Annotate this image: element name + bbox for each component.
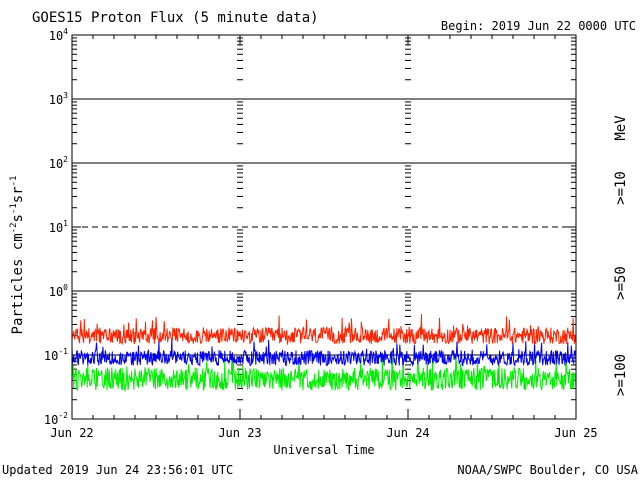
y-tick-label-1: 103 [49, 91, 68, 107]
legend-unit: MeV [613, 115, 629, 141]
chart-title: GOES15 Proton Flux (5 minute data) [32, 10, 319, 26]
series-line-2 [71, 357, 577, 393]
begin-label: Begin: 2019 Jun 22 0000 UTC [441, 19, 636, 33]
legend-ge50: >=50 [613, 266, 629, 300]
y-label-sup-3: -1 [9, 176, 19, 187]
series-line-1 [71, 337, 577, 368]
y-label-mid-2: sr [10, 186, 26, 203]
series-layer [71, 314, 577, 393]
legend-ge100: >=100 [613, 354, 629, 396]
x-tick-label-2: Jun 24 [386, 426, 429, 440]
x-tick-label-1: Jun 23 [218, 426, 261, 440]
y-tick-label-4: 100 [49, 283, 68, 299]
y-tick-label-6: 10-2 [44, 411, 68, 427]
y-label-main: Particles cm [10, 233, 26, 334]
credit-label: NOAA/SWPC Boulder, CO USA [457, 463, 638, 477]
plot-frame [71, 34, 577, 420]
y-tick-labels: 104 103 102 101 100 10-1 10-2 [44, 27, 68, 427]
updated-timestamp: Updated 2019 Jun 24 23:56:01 UTC [2, 463, 233, 477]
y-tick-label-5: 10-1 [44, 347, 68, 363]
y-tick-label-0: 104 [49, 27, 68, 43]
y-tick-label-3: 101 [49, 219, 68, 235]
y-label-sup-2: -1 [9, 203, 19, 214]
legend-ge10: >=10 [613, 171, 629, 205]
y-label-sup-1: -2 [9, 222, 19, 233]
grid-layer [71, 34, 577, 420]
y-tick-label-2: 102 [49, 155, 68, 171]
x-axis-label: Universal Time [273, 443, 374, 457]
series-line-0 [71, 314, 577, 346]
x-tick-label-0: Jun 22 [50, 426, 93, 440]
y-axis-label: Particles cm-2s-1sr-1 [9, 176, 26, 335]
x-tick-labels: Jun 22 Jun 23 Jun 24 Jun 25 [50, 426, 597, 440]
x-tick-label-3: Jun 25 [554, 426, 597, 440]
y-label-mid-1: s [10, 214, 26, 222]
